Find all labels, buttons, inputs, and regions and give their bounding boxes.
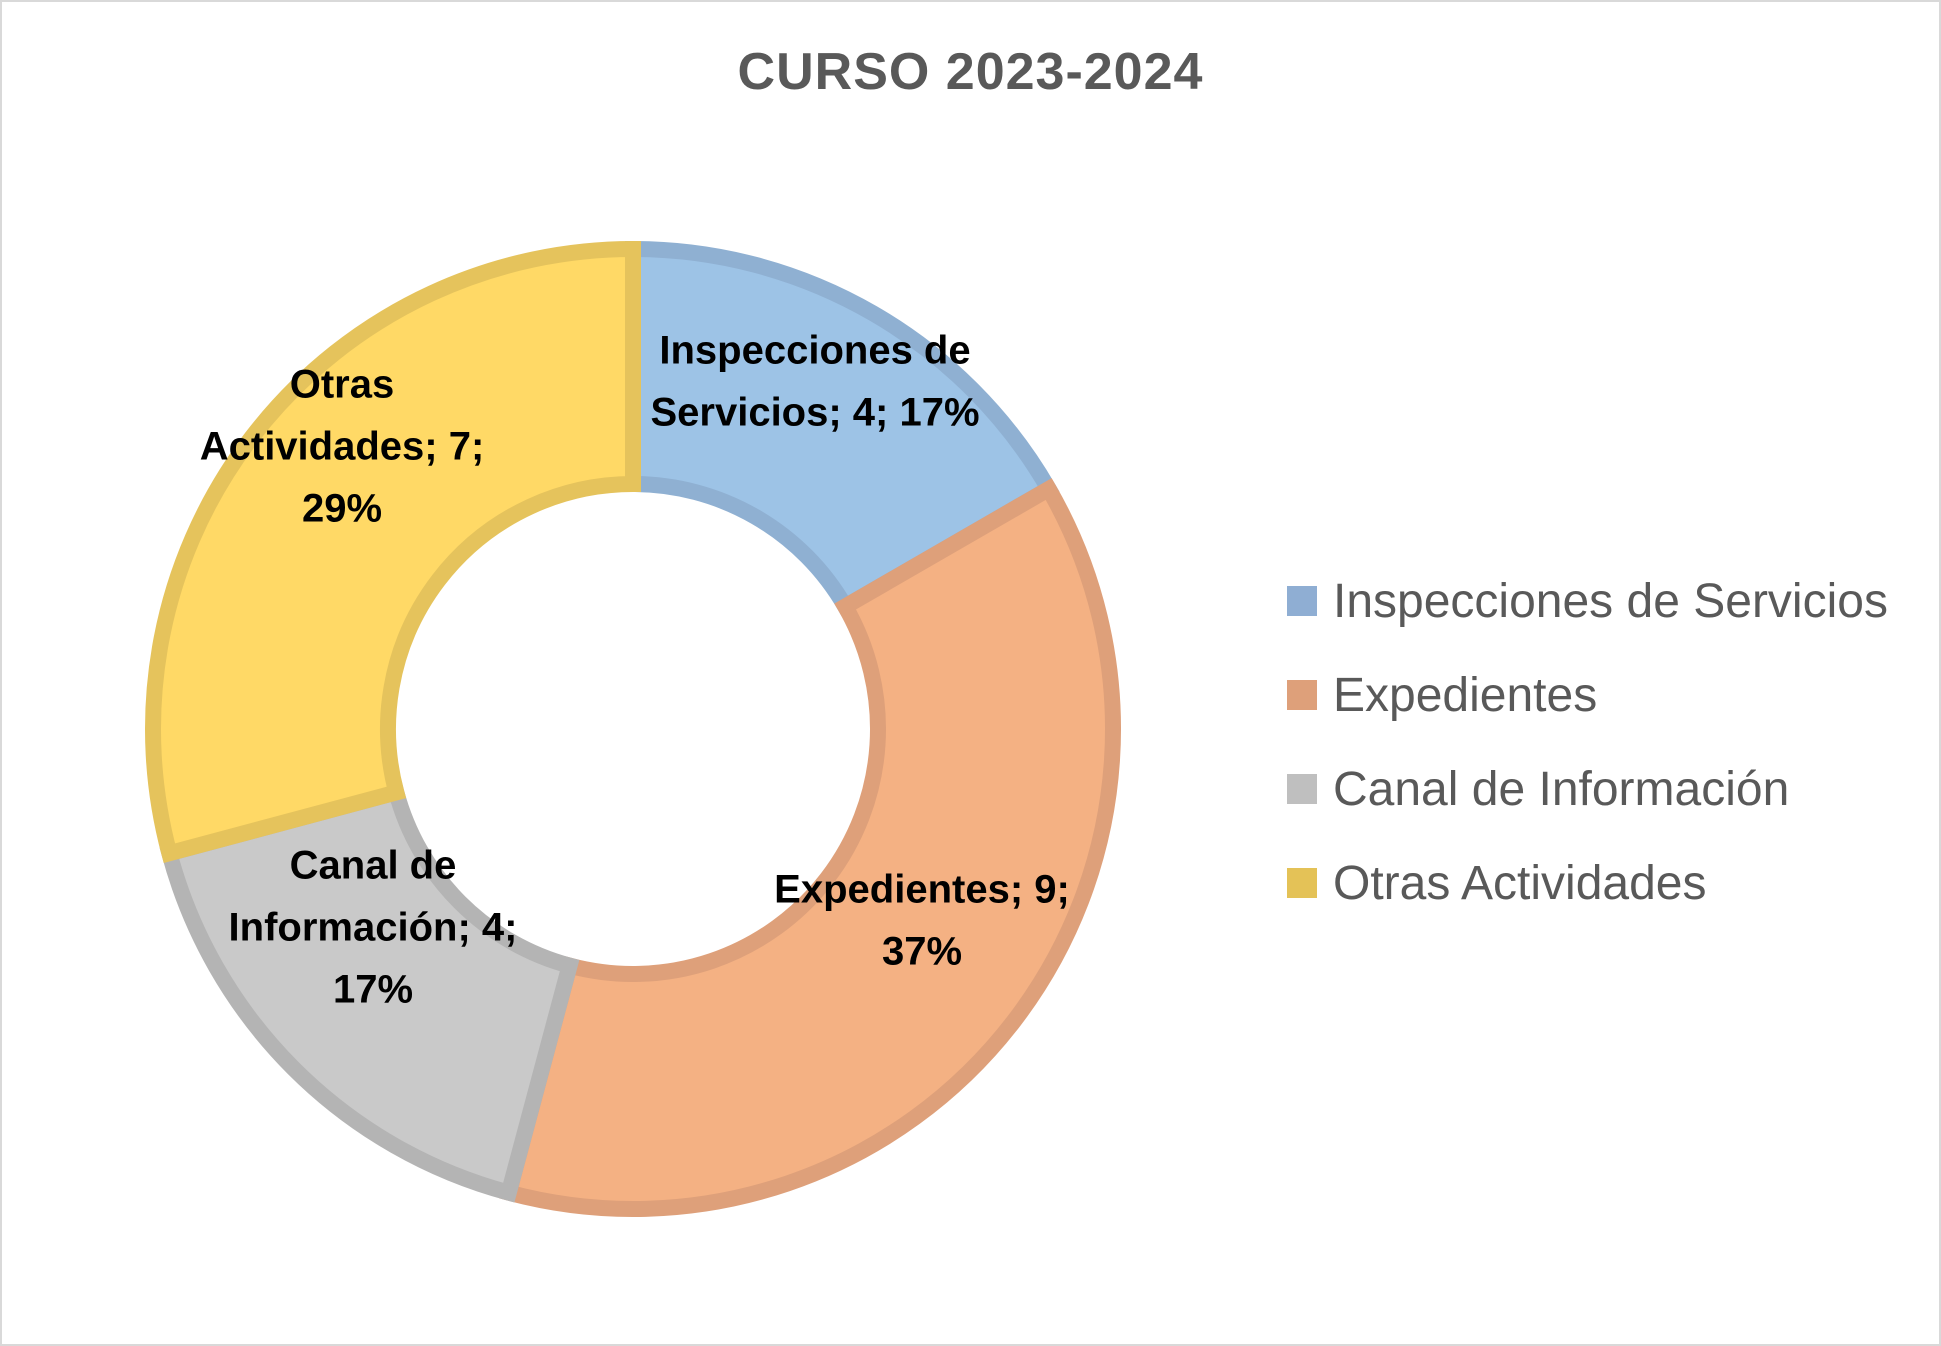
legend-swatch [1287,680,1317,710]
legend-swatch [1287,586,1317,616]
data-label-1: Inspecciones de Servicios; 4; 17% [650,329,979,435]
chart-title: CURSO 2023-2024 [737,43,1204,101]
legend-item: Canal de Información [1287,742,1888,836]
chart-legend: Inspecciones de Servicios Expedientes Cana… [1287,554,1888,930]
data-label-line: Inspecciones de [659,329,970,373]
legend-label: Canal de Información [1333,762,1790,816]
data-label-3: Canal de Información; 4; 17% [229,844,518,1012]
donut-slice-2 [498,478,1121,1217]
data-label-line: Otras [290,363,395,407]
data-label-line: Canal de [290,844,457,888]
data-label-line: Información; 4; [229,906,518,950]
legend-label: Inspecciones de Servicios [1333,574,1888,628]
legend-label: Expedientes [1333,668,1598,722]
data-label-line: Expedientes; 9; [774,868,1070,912]
legend-swatch [1287,868,1317,898]
legend-item: Inspecciones de Servicios [1287,554,1888,648]
donut-slice-3 [159,782,580,1203]
legend-swatch [1287,774,1317,804]
data-label-line: Actividades; 7; [200,425,485,469]
data-label-2: Expedientes; 9; 37% [774,868,1070,974]
data-label-line: 29% [302,487,382,531]
legend-item: Expedientes [1287,648,1888,742]
data-label-line: 37% [882,930,962,974]
donut-slice-4 [145,240,641,864]
legend-label: Otras Actividades [1333,856,1707,910]
legend-item: Otras Actividades [1287,836,1888,930]
donut-slice-1 [625,240,1060,618]
data-label-line: Servicios; 4; 17% [650,391,979,435]
data-label-4: Otras Actividades; 7; 29% [200,363,485,531]
data-label-line: 17% [333,968,413,1012]
